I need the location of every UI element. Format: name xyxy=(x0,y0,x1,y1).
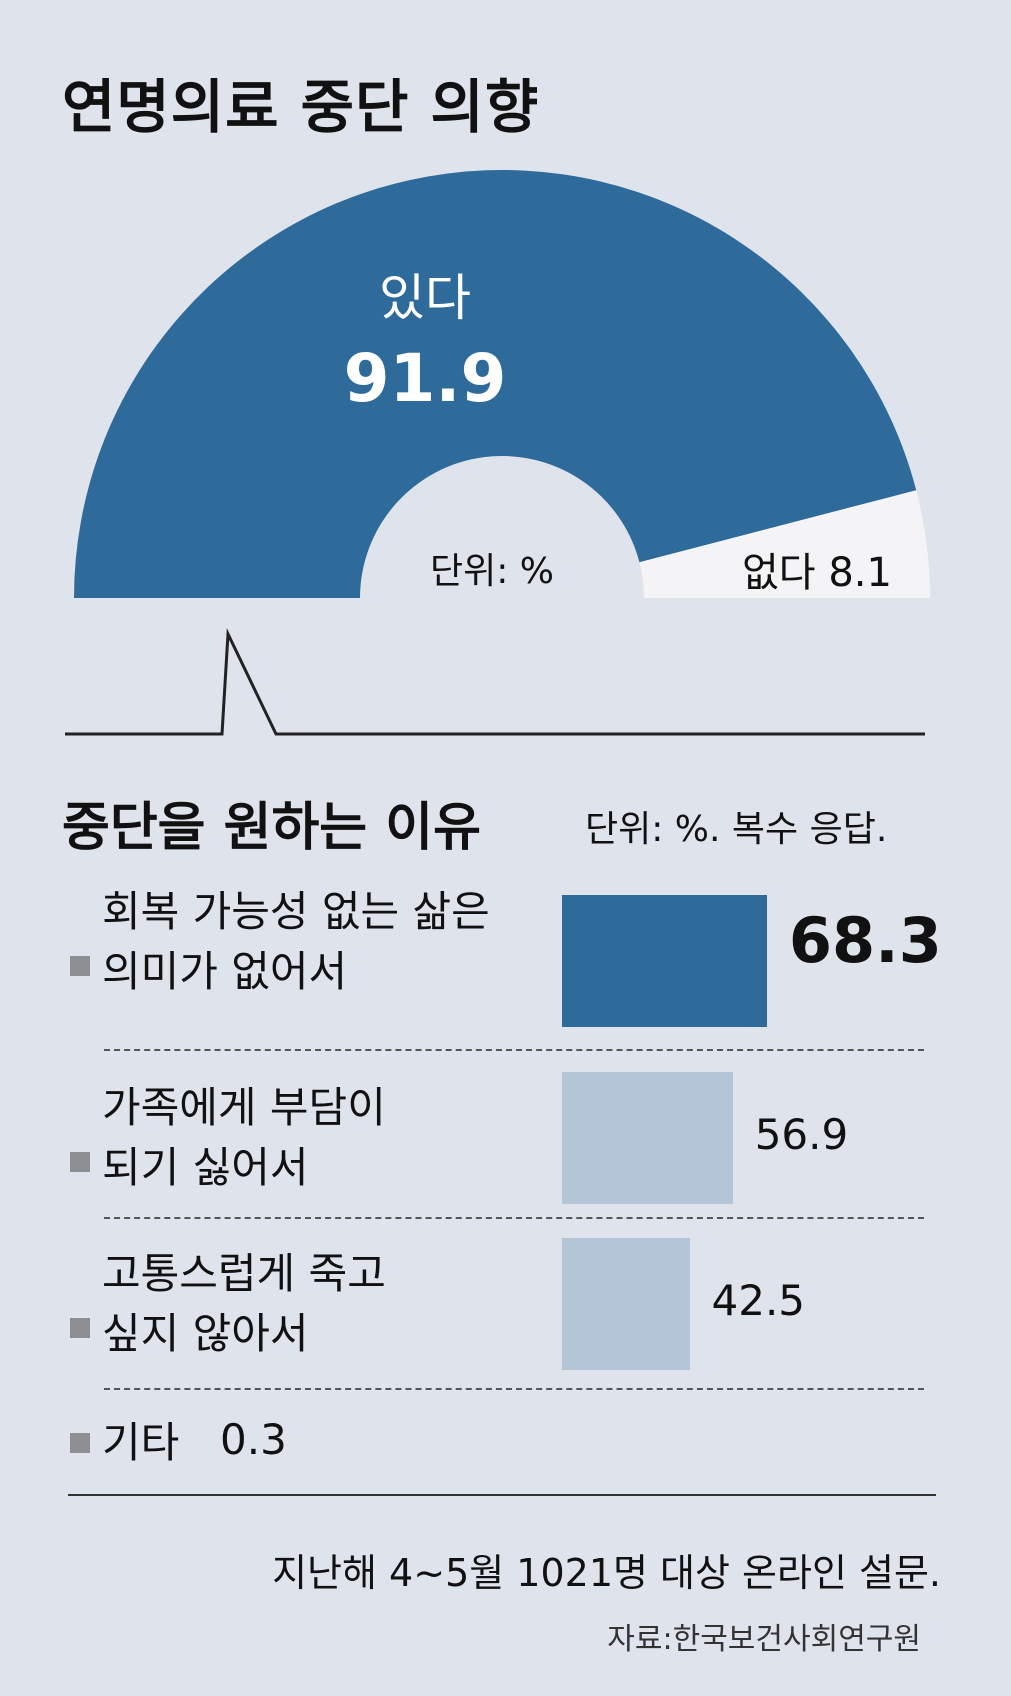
bullet-marker xyxy=(70,956,90,976)
bar-category-line: 고통스럽게 죽고 xyxy=(102,1249,386,1298)
chart-title: 연명의료 중단 의향 xyxy=(62,73,540,141)
slice-label-yes: 있다 xyxy=(379,269,471,327)
bar xyxy=(562,895,767,1027)
row-divider xyxy=(104,1217,924,1219)
bar-category-line: 되기 싫어서 xyxy=(102,1143,309,1192)
bullet-marker xyxy=(70,1152,90,1172)
bar-category-line: 기타 xyxy=(102,1418,180,1467)
slice-label-no: 없다 8.1 xyxy=(742,550,892,596)
half-donut-chart xyxy=(65,170,930,736)
row-divider xyxy=(104,1388,924,1390)
pie-slice-yes xyxy=(74,170,917,598)
row-divider xyxy=(104,1049,924,1051)
bullet-marker xyxy=(70,1318,90,1338)
section-title: 중단을 원하는 이유 xyxy=(62,798,481,858)
bar-value-label: 42.5 xyxy=(711,1276,806,1325)
bar-category-line: 싶지 않아서 xyxy=(102,1309,309,1358)
bar-category-line: 회복 가능성 없는 삶은 xyxy=(102,887,490,936)
bar xyxy=(562,1238,690,1370)
pie-slice-no xyxy=(639,490,930,598)
bar-value-label: 56.9 xyxy=(754,1110,849,1159)
pie-unit-label: 단위: % xyxy=(430,551,555,592)
bar-category-label: 기타 xyxy=(102,1413,179,1473)
bar-value-label: 68.3 xyxy=(788,904,942,977)
footer-divider xyxy=(68,1494,936,1496)
footnote: 지난해 4~5월 1021명 대상 온라인 설문. xyxy=(272,1551,941,1595)
section-unit-label: 단위: %. 복수 응답. xyxy=(585,809,888,850)
source-credit: 자료:한국보건사회연구원 xyxy=(607,1622,921,1657)
bar-category-line: 의미가 없어서 xyxy=(102,947,348,996)
bar-value-label: 0.3 xyxy=(220,1415,287,1464)
bar-category-line: 가족에게 부담이 xyxy=(102,1083,386,1132)
bullet-marker xyxy=(70,1433,90,1453)
slice-value-yes: 91.9 xyxy=(343,340,507,417)
pointer-line xyxy=(65,628,925,736)
bar xyxy=(562,1072,733,1204)
